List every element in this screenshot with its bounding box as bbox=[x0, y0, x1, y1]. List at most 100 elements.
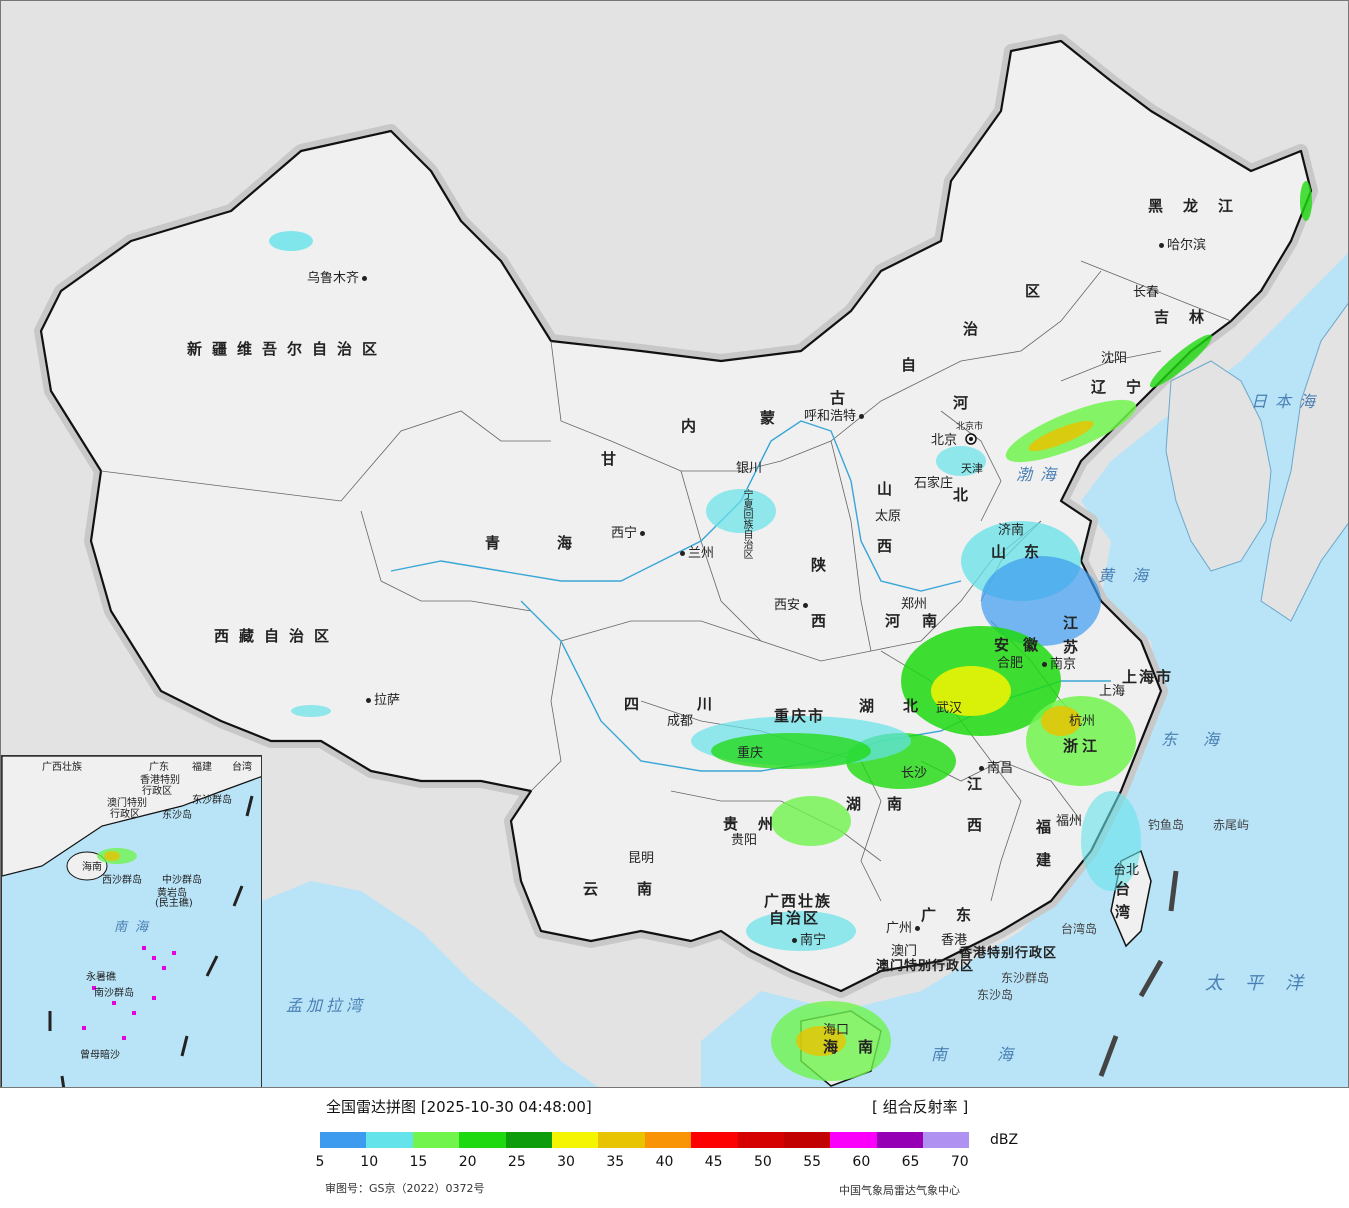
legend-product: [ 组合反射率 ] bbox=[872, 1098, 969, 1116]
city-changsha-name: 长沙 bbox=[901, 766, 928, 781]
province-label-neimenggu-5: 治 bbox=[963, 320, 989, 338]
inset-land bbox=[2, 756, 261, 877]
inset-label-dongshadao: 东沙岛 bbox=[162, 810, 192, 821]
province-label-fujian-2: 建 bbox=[1036, 851, 1062, 869]
city-xining: 西宁 bbox=[611, 526, 648, 542]
scale-tick-label: 30 bbox=[557, 1154, 575, 1170]
city-beijing-name: 北京 bbox=[931, 433, 958, 448]
city-chongqing: 重庆 bbox=[737, 746, 763, 762]
city-dot bbox=[640, 531, 646, 536]
color-swatch-0 bbox=[320, 1132, 367, 1148]
province-label-yunnan-2: 南 bbox=[637, 880, 663, 898]
city-jinan: 济南 bbox=[998, 523, 1024, 539]
inset-label-guangxi: 广西壮族 bbox=[42, 762, 82, 773]
city-yinchuan: 银川 bbox=[736, 461, 762, 477]
city-dot bbox=[1159, 243, 1164, 248]
city-dot bbox=[859, 414, 865, 419]
province-label-shanghai: 上海市 bbox=[1122, 668, 1174, 686]
city-hangzhou: 杭州 bbox=[1069, 714, 1095, 730]
scale-tick-label: 15 bbox=[409, 1154, 428, 1170]
city-shanghai: 上海 bbox=[1099, 684, 1125, 700]
island-dongshadao: 东沙岛 bbox=[977, 988, 1014, 1002]
city-hongkong-name: 香港 bbox=[941, 933, 968, 948]
scale-tick-label: 60 bbox=[852, 1154, 871, 1170]
sea-nanhai: 南海 bbox=[931, 1045, 1064, 1064]
sea-bohai: 渤海 bbox=[1016, 465, 1065, 484]
province-label-shanxi-1: 山 bbox=[877, 480, 903, 498]
city-chongqing-name: 重庆 bbox=[737, 746, 764, 761]
province-label-jiangxi-2: 西 bbox=[967, 816, 993, 834]
city-guiyang-name: 贵阳 bbox=[731, 833, 758, 848]
city-taibei: 台北 bbox=[1113, 863, 1139, 879]
inset-label-dongsha: 东沙群岛 bbox=[192, 795, 232, 806]
city-nanning-name: 南宁 bbox=[800, 933, 827, 948]
city-nanjing: 南京 bbox=[1039, 657, 1076, 673]
city-hangzhou-name: 杭州 bbox=[1069, 714, 1096, 729]
province-label-shaanxi-2: 西 bbox=[811, 612, 837, 630]
city-urumqi-name: 乌鲁木齐 bbox=[307, 271, 360, 286]
province-label-guangxi-2: 自治区 bbox=[769, 909, 821, 927]
scale-tick-label: 40 bbox=[655, 1154, 674, 1170]
province-label-liaoning: 辽宁 bbox=[1091, 378, 1162, 396]
scale-tick-label: 20 bbox=[458, 1154, 477, 1170]
city-harbin-name: 哈尔滨 bbox=[1167, 238, 1207, 253]
province-label-beijing: 北京市 bbox=[956, 422, 984, 432]
city-dot bbox=[979, 766, 984, 771]
city-dot bbox=[680, 551, 685, 556]
city-lanzhou-name: 兰州 bbox=[688, 546, 715, 561]
city-guangzhou: 广州 bbox=[886, 921, 923, 937]
province-label-sichuan-1: 四 bbox=[624, 695, 650, 713]
city-macau: 澳门 bbox=[891, 944, 917, 960]
province-label-xizang: 西藏自治区 bbox=[214, 627, 340, 645]
city-taibei-name: 台北 bbox=[1113, 863, 1140, 878]
province-label-hebei-1: 河 bbox=[953, 394, 979, 412]
city-guiyang: 贵阳 bbox=[731, 833, 757, 849]
city-wuhan-name: 武汉 bbox=[936, 701, 963, 716]
color-scale-bar bbox=[320, 1132, 970, 1148]
province-label-hongkong: 香港特别行政区 bbox=[959, 946, 1058, 961]
city-taiyuan-name: 太原 bbox=[875, 509, 902, 524]
province-label-ningxia: 宁夏回族自治区 bbox=[741, 489, 752, 559]
scale-tick-label: 50 bbox=[753, 1154, 772, 1170]
province-label-sichuan-2: 川 bbox=[697, 695, 723, 713]
color-swatch-2 bbox=[412, 1132, 460, 1148]
color-swatch-6 bbox=[598, 1132, 645, 1148]
province-label-shandong: 山东 bbox=[991, 543, 1058, 561]
city-hohhot-name: 呼和浩特 bbox=[804, 409, 857, 424]
inset-label-nansha: 南沙群岛 bbox=[94, 988, 134, 999]
inset-label-taiwan: 台湾 bbox=[232, 762, 252, 773]
island-chiweiyu: 赤尾屿 bbox=[1213, 818, 1250, 832]
province-label-hainan: 海南 bbox=[823, 1038, 894, 1056]
inset-label-hainan: 海南 bbox=[82, 862, 102, 873]
legend-title: 全国雷达拼图 [2025-10-30 04:48:00] bbox=[326, 1098, 592, 1116]
city-hohhot: 呼和浩特 bbox=[804, 409, 867, 425]
city-changsha: 长沙 bbox=[901, 766, 927, 782]
province-label-jilin: 吉林 bbox=[1154, 308, 1225, 326]
sea-ribenhai: 日本海 bbox=[1251, 392, 1324, 411]
province-label-hunan-2: 南 bbox=[887, 795, 913, 813]
province-label-neimenggu-4: 自 bbox=[901, 356, 927, 374]
korea-land bbox=[1165, 360, 1272, 572]
city-changchun: 长春 bbox=[1133, 285, 1159, 301]
inset-maritime-boundary bbox=[48, 795, 254, 1087]
color-swatch-7 bbox=[644, 1132, 692, 1148]
inset-label-macau: 澳门特别 bbox=[107, 798, 147, 809]
province-label-chongqing: 重庆市 bbox=[774, 707, 826, 725]
province-label-neimenggu-1: 内 bbox=[681, 417, 707, 435]
city-haikou-name: 海口 bbox=[823, 1023, 850, 1038]
radar-echoes bbox=[269, 181, 1312, 1081]
scale-tick-label: 55 bbox=[803, 1154, 822, 1170]
color-swatch-3 bbox=[459, 1132, 506, 1148]
city-beijing: 北京 bbox=[931, 433, 957, 449]
inset-label-fujian: 福建 bbox=[192, 762, 212, 773]
province-label-henan: 河南 bbox=[885, 612, 960, 630]
province-label-tianjin: 天津 bbox=[961, 462, 983, 475]
color-swatch-10 bbox=[783, 1132, 831, 1148]
province-label-jiangxi-1: 江 bbox=[967, 775, 993, 793]
city-guangzhou-name: 广州 bbox=[886, 921, 913, 936]
city-shenyang-name: 沈阳 bbox=[1101, 351, 1128, 366]
city-shanghai-name: 上海 bbox=[1099, 684, 1126, 699]
island-diaoyudao: 钓鱼岛 bbox=[1148, 818, 1185, 832]
city-xian-name: 西安 bbox=[774, 598, 801, 613]
city-shijiazhuang: 石家庄 bbox=[914, 476, 953, 492]
